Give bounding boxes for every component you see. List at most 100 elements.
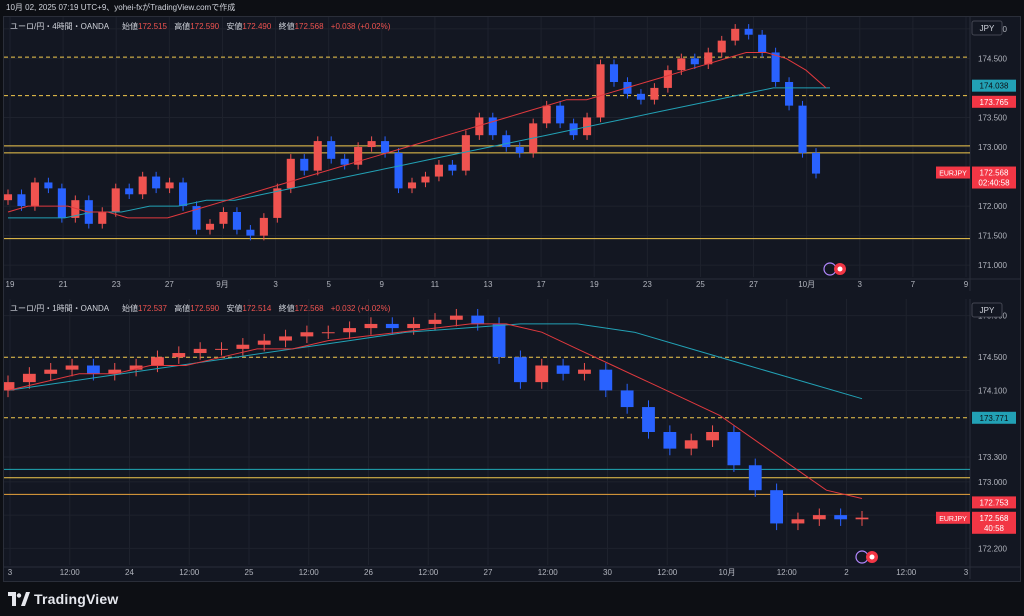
candle-body: [111, 188, 120, 212]
x-tick-label: 19: [6, 280, 15, 289]
candle-body: [71, 200, 80, 218]
x-tick-label: 27: [749, 280, 758, 289]
x-tick-label: 30: [603, 568, 612, 577]
y-tick-label: 173.000: [978, 478, 1007, 487]
candle-body: [502, 135, 511, 147]
candle-body: [22, 373, 36, 383]
x-tick-label: 9: [380, 280, 385, 289]
candle-body: [44, 182, 53, 189]
price-tag-bg: [972, 496, 1016, 509]
candle-body: [684, 440, 698, 449]
ma-slow-line: [8, 87, 830, 219]
x-tick-label: 9: [964, 280, 969, 289]
candle-body: [321, 332, 335, 334]
candle-body: [449, 315, 463, 320]
candle-body: [381, 141, 390, 153]
x-tick-label: 24: [125, 568, 134, 577]
candle-body: [448, 164, 457, 171]
candle-body: [273, 188, 282, 218]
tradingview-logo[interactable]: TradingView: [8, 591, 118, 607]
tradingview-wordmark: TradingView: [34, 591, 119, 607]
x-tick-label: 3: [8, 568, 13, 577]
candle-body: [513, 357, 527, 383]
x-tick-label: 23: [112, 280, 121, 289]
currency-box: [971, 302, 1003, 318]
currency-label: JPY: [980, 24, 995, 33]
candle-body: [834, 515, 848, 520]
y-tick-label: 174.500: [978, 353, 1007, 362]
legend-value: 高値: [174, 21, 190, 31]
candle-body: [798, 105, 807, 153]
candle-body: [771, 52, 780, 82]
candle-body: [488, 117, 497, 136]
candle-body: [717, 40, 726, 53]
price-tag-text: 172.753: [980, 498, 1009, 507]
currency-box: [971, 20, 1003, 36]
candle-body: [727, 432, 741, 466]
chart-frame: 192123279月3591113171923252710月379175.000…: [1, 16, 1021, 582]
price-tag-text: 172.568: [980, 514, 1009, 523]
candle-body: [663, 70, 672, 88]
price-tag-text: 174.038: [980, 82, 1009, 91]
candle-body: [192, 206, 201, 230]
y-tick-label: 173.300: [978, 453, 1007, 462]
symbol-tag-text: EURJPY: [939, 171, 967, 178]
candle-body: [367, 141, 376, 147]
candle-body: [300, 158, 309, 171]
candle-body: [343, 328, 357, 333]
candle-body: [179, 182, 188, 207]
legend-value: 172.537: [138, 304, 167, 313]
legend-value: 172.514: [242, 304, 271, 313]
candle-body: [205, 223, 215, 230]
candle-body: [44, 369, 58, 374]
y-tick-label: 173.000: [978, 143, 1007, 152]
legend: ユーロ/円・4時間・OANDA 始値 172.515 高値 172.590 安値 172.4…: [10, 21, 391, 31]
ma-fast-line: [7, 323, 863, 499]
candle-body: [407, 182, 417, 189]
candle-body: [246, 229, 255, 236]
price-tag-bg: [972, 166, 1016, 189]
candle-body: [461, 135, 470, 171]
price-tag-text: 173.765: [980, 98, 1009, 107]
candle-body: [812, 515, 826, 520]
legend-value: +0.032 (+0.02%): [331, 304, 391, 313]
chart-canvas[interactable]: 192123279月3591113171923252710月379175.000…: [1, 17, 1020, 581]
ma-fast-line: [7, 52, 827, 219]
x-tick-label: 12:00: [538, 568, 559, 577]
x-tick-label: 27: [484, 568, 493, 577]
header-caption: 10月 02, 2025 07:19 UTC+9、yohei-fxがTradin…: [0, 0, 1024, 16]
x-tick-label: 21: [59, 280, 68, 289]
candle-body: [17, 194, 26, 207]
candle-body: [811, 152, 821, 174]
candle-body: [596, 64, 605, 118]
legend-symbol: ユーロ/円・4時間・OANDA: [10, 22, 110, 31]
legend-value: 高値: [174, 303, 190, 313]
candle-body: [165, 182, 174, 189]
event-icon-dot: [869, 554, 875, 560]
candle-body: [193, 348, 207, 354]
candle-body: [475, 117, 484, 136]
x-tick-label: 3: [273, 280, 278, 289]
event-icon-dot: [837, 266, 843, 272]
tradingview-icon: [8, 592, 30, 606]
candle-body: [86, 365, 100, 374]
x-tick-label: 25: [696, 280, 705, 289]
currency-label: JPY: [980, 306, 995, 315]
candle-body: [542, 105, 551, 124]
y-tick-label: 173.500: [978, 113, 1007, 122]
legend-value: +0.038 (+0.02%): [331, 22, 391, 31]
candle-body: [57, 188, 66, 218]
x-tick-label: 11: [431, 280, 440, 289]
candle-body: [3, 194, 13, 201]
legend-value: 172.590: [190, 22, 219, 31]
candle-body: [152, 176, 161, 189]
legend-value: 安値: [226, 303, 242, 313]
symbol-tag-text: EURJPY: [939, 516, 967, 523]
candle-body: [219, 212, 228, 224]
ma-slow-line: [7, 323, 863, 400]
price-tag-bg: [972, 511, 1016, 534]
x-tick-label: 13: [484, 280, 493, 289]
x-tick-label: 19: [590, 280, 599, 289]
x-tick-label: 5: [326, 280, 331, 289]
price-tag-bg: [972, 95, 1016, 108]
